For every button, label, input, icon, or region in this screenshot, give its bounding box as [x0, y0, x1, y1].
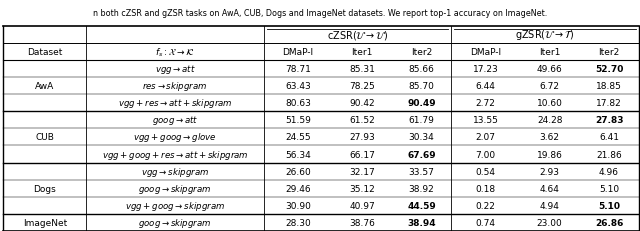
Text: 61.52: 61.52 [349, 116, 375, 125]
Text: 78.71: 78.71 [285, 65, 311, 74]
Text: $f_s : \mathcal{X} \rightarrow \mathcal{K}$: $f_s : \mathcal{X} \rightarrow \mathcal{… [156, 46, 195, 58]
Text: $\mathit{vgg+goog+res \rightarrow att+skipgram}$: $\mathit{vgg+goog+res \rightarrow att+sk… [102, 148, 248, 161]
Text: 3.62: 3.62 [540, 133, 560, 142]
Text: 19.86: 19.86 [537, 150, 563, 159]
Text: CUB: CUB [35, 133, 54, 142]
Text: 67.69: 67.69 [407, 150, 436, 159]
Text: 0.54: 0.54 [476, 167, 495, 176]
Text: 6.44: 6.44 [476, 82, 495, 91]
Text: 63.43: 63.43 [285, 82, 311, 91]
Text: Dogs: Dogs [33, 184, 56, 193]
Text: 4.96: 4.96 [599, 167, 619, 176]
Text: $\mathit{vgg \rightarrow skipgram}$: $\mathit{vgg \rightarrow skipgram}$ [141, 165, 209, 178]
Text: 66.17: 66.17 [349, 150, 375, 159]
Text: gZSR($\mathcal{U} \rightarrow \mathcal{T}$): gZSR($\mathcal{U} \rightarrow \mathcal{T… [515, 28, 575, 42]
Text: 23.00: 23.00 [537, 218, 563, 227]
Text: 24.55: 24.55 [285, 133, 311, 142]
Text: 38.76: 38.76 [349, 218, 375, 227]
Text: 17.82: 17.82 [596, 99, 622, 108]
Text: $\mathit{vgg \rightarrow att}$: $\mathit{vgg \rightarrow att}$ [155, 63, 196, 76]
Text: 51.59: 51.59 [285, 116, 311, 125]
Text: 7.00: 7.00 [476, 150, 496, 159]
Text: 78.25: 78.25 [349, 82, 375, 91]
Text: 24.28: 24.28 [537, 116, 563, 125]
Text: 27.83: 27.83 [595, 116, 623, 125]
Text: 5.10: 5.10 [598, 201, 620, 210]
Text: 44.59: 44.59 [407, 201, 436, 210]
Text: 85.66: 85.66 [408, 65, 435, 74]
Text: 32.17: 32.17 [349, 167, 375, 176]
Text: DMaP-I: DMaP-I [470, 48, 501, 57]
Text: 85.31: 85.31 [349, 65, 375, 74]
Text: 18.85: 18.85 [596, 82, 622, 91]
Text: 2.93: 2.93 [540, 167, 560, 176]
Text: $\mathit{res \rightarrow skipgram}$: $\mathit{res \rightarrow skipgram}$ [143, 80, 208, 93]
Text: 85.70: 85.70 [408, 82, 435, 91]
Text: 52.70: 52.70 [595, 65, 623, 74]
Text: $\mathit{vgg+goog \rightarrow glove}$: $\mathit{vgg+goog \rightarrow glove}$ [133, 131, 217, 144]
Text: 4.64: 4.64 [540, 184, 559, 193]
Text: 21.86: 21.86 [596, 150, 622, 159]
Text: 0.22: 0.22 [476, 201, 495, 210]
Text: $\mathit{goog \rightarrow att}$: $\mathit{goog \rightarrow att}$ [152, 114, 198, 127]
Text: 10.60: 10.60 [537, 99, 563, 108]
Text: 2.72: 2.72 [476, 99, 495, 108]
Text: 5.10: 5.10 [599, 184, 619, 193]
Text: DMaP-I: DMaP-I [283, 48, 314, 57]
Text: 90.49: 90.49 [407, 99, 436, 108]
Text: AwA: AwA [35, 82, 54, 91]
Text: 40.97: 40.97 [349, 201, 375, 210]
Text: 0.18: 0.18 [476, 184, 496, 193]
Text: $\mathit{vgg+res \rightarrow att+skipgram}$: $\mathit{vgg+res \rightarrow att+skipgra… [118, 97, 232, 110]
Text: $\mathit{goog \rightarrow skipgram}$: $\mathit{goog \rightarrow skipgram}$ [138, 216, 212, 229]
Text: 90.42: 90.42 [349, 99, 375, 108]
Text: 56.34: 56.34 [285, 150, 311, 159]
Text: 6.41: 6.41 [599, 133, 619, 142]
Text: 29.46: 29.46 [285, 184, 311, 193]
Text: 0.74: 0.74 [476, 218, 495, 227]
Text: 38.94: 38.94 [407, 218, 436, 227]
Text: 26.60: 26.60 [285, 167, 311, 176]
Text: Iter1: Iter1 [351, 48, 373, 57]
Text: Iter2: Iter2 [598, 48, 620, 57]
Text: 80.63: 80.63 [285, 99, 311, 108]
Text: 4.94: 4.94 [540, 201, 559, 210]
Text: 27.93: 27.93 [349, 133, 375, 142]
Text: ImageNet: ImageNet [22, 218, 67, 227]
Text: $\mathit{goog \rightarrow skipgram}$: $\mathit{goog \rightarrow skipgram}$ [138, 182, 212, 195]
Text: 6.72: 6.72 [540, 82, 560, 91]
Text: 17.23: 17.23 [473, 65, 499, 74]
Text: Iter2: Iter2 [411, 48, 432, 57]
Text: 38.92: 38.92 [409, 184, 435, 193]
Text: $\mathit{vgg+goog \rightarrow skipgram}$: $\mathit{vgg+goog \rightarrow skipgram}$ [125, 199, 225, 212]
Text: 30.90: 30.90 [285, 201, 311, 210]
Text: 28.30: 28.30 [285, 218, 311, 227]
Text: 49.66: 49.66 [537, 65, 563, 74]
Text: 35.12: 35.12 [349, 184, 375, 193]
Text: n both cZSR and gZSR tasks on AwA, CUB, Dogs and ImageNet datasets. We report to: n both cZSR and gZSR tasks on AwA, CUB, … [93, 9, 547, 18]
Text: Dataset: Dataset [27, 48, 63, 57]
Text: 30.34: 30.34 [409, 133, 435, 142]
Text: 13.55: 13.55 [473, 116, 499, 125]
Text: 33.57: 33.57 [408, 167, 435, 176]
Text: 26.86: 26.86 [595, 218, 623, 227]
Text: cZSR($\mathcal{U} \rightarrow \mathcal{U}$): cZSR($\mathcal{U} \rightarrow \mathcal{U… [326, 29, 388, 42]
Text: Iter1: Iter1 [539, 48, 561, 57]
Text: 2.07: 2.07 [476, 133, 495, 142]
Text: 61.79: 61.79 [408, 116, 435, 125]
